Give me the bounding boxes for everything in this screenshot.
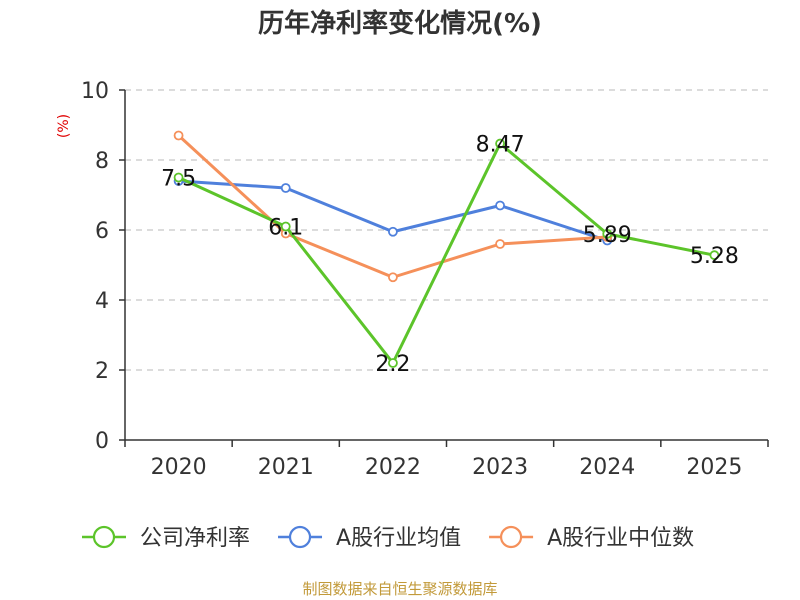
legend-label: 公司净利率 [140, 526, 250, 551]
axes: 0 2 4 6 8 10 2020 2021 2022 2023 2024 2025 [81, 79, 769, 480]
chart-title: 历年净利率变化情况(%) [258, 8, 542, 39]
legend-item: A股行业均值 [278, 525, 461, 551]
data-point [495, 138, 505, 149]
data-labels: 7.5 6.1 2.2 8.47 5.89 5.28 [161, 133, 739, 377]
x-tick-label: 2020 [151, 455, 207, 480]
x-tick-label: 2023 [472, 455, 528, 480]
data-point [709, 250, 720, 261]
series-0 [173, 138, 720, 368]
data-point [173, 172, 184, 183]
legend: 公司净利率 A股行业均值 A股行业中位数 [82, 525, 694, 551]
x-tick-label: 2021 [258, 455, 314, 480]
y-tick-label: 2 [95, 359, 109, 384]
x-tick-label: 2024 [579, 455, 635, 480]
legend-marker [499, 525, 523, 549]
data-label: 5.28 [690, 244, 739, 269]
y-tick-label: 4 [95, 289, 109, 314]
data-point [388, 226, 398, 237]
legend-label: A股行业均值 [336, 526, 461, 551]
legend-marker [288, 525, 312, 549]
source-note: 制图数据来自恒生聚源数据库 [302, 580, 497, 598]
data-point [280, 183, 291, 193]
data-point [173, 130, 184, 141]
data-label: 8.47 [476, 133, 525, 158]
data-point [388, 358, 398, 368]
data-label: 5.89 [583, 223, 632, 248]
y-tick-label: 6 [95, 219, 109, 244]
data-label: 2.2 [375, 352, 410, 377]
series-2 [173, 130, 613, 283]
data-point [602, 228, 613, 239]
y-tick-label: 8 [95, 149, 109, 174]
y-tick-label: 0 [95, 429, 109, 454]
data-point [388, 272, 398, 283]
grid-lines [125, 89, 768, 371]
series-1 [173, 176, 613, 246]
data-label: 6.1 [268, 216, 303, 241]
legend-marker [92, 525, 116, 549]
series-line [177, 142, 715, 365]
x-tick-label: 2025 [686, 455, 742, 480]
data-point [495, 239, 505, 249]
y-tick-label: 10 [81, 79, 109, 104]
data-point [280, 221, 291, 232]
legend-item: 公司净利率 [82, 525, 250, 551]
legend-item: A股行业中位数 [489, 525, 694, 551]
series-lines [173, 130, 720, 368]
legend-label: A股行业中位数 [547, 526, 694, 551]
y-axis-label: (%) [56, 114, 72, 138]
data-point [495, 200, 505, 211]
data-label: 7.5 [161, 167, 196, 192]
x-tick-label: 2022 [365, 455, 421, 480]
